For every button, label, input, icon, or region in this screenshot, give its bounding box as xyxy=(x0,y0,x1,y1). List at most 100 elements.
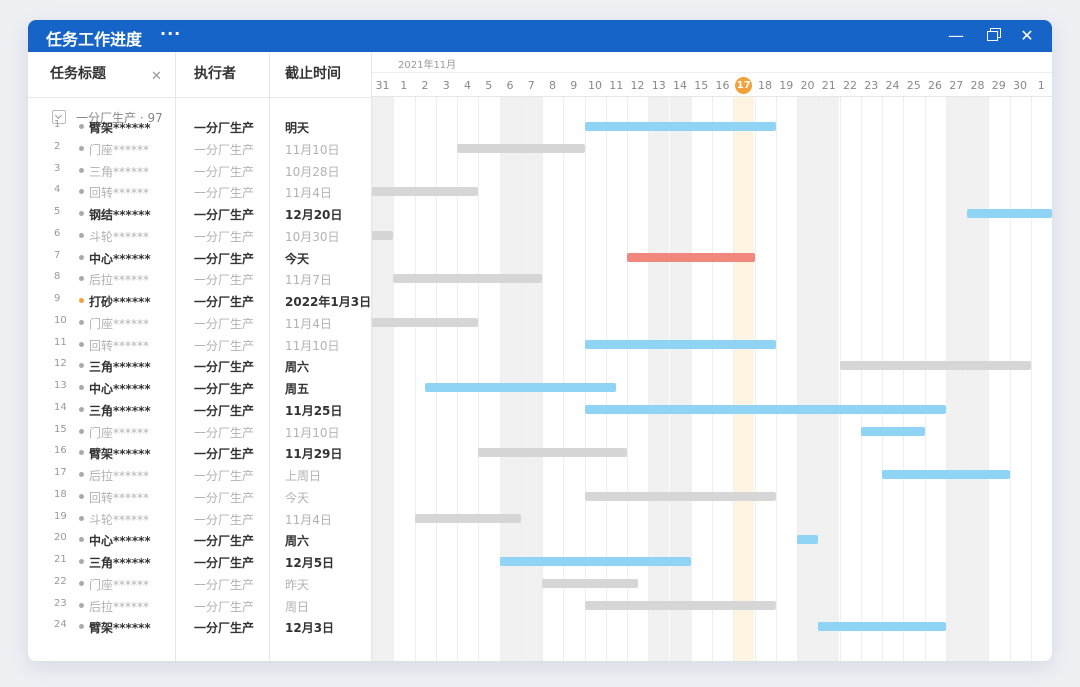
column-header-title[interactable]: 任务标题 xyxy=(50,66,106,82)
task-row[interactable]: 8 后拉****** 一分厂生产 11月7日 xyxy=(28,268,372,290)
day-label: 23 xyxy=(864,79,879,92)
column-header-assignee[interactable]: 执行者 xyxy=(194,66,236,82)
today-marker: 17 xyxy=(735,77,753,94)
task-deadline: 今天 xyxy=(285,490,310,505)
task-row[interactable]: 3 三角****** 一分厂生产 10月28日 xyxy=(28,160,372,182)
task-row[interactable]: 15 门座****** 一分厂生产 11月10日 xyxy=(28,421,372,443)
task-title[interactable]: 斗轮****** xyxy=(89,512,150,527)
task-title[interactable]: 臂架****** xyxy=(89,621,151,636)
task-row[interactable]: 9 打砂****** 一分厂生产 2022年1月3日 xyxy=(28,290,372,312)
task-status-dot xyxy=(79,145,84,151)
task-title[interactable]: 三角****** xyxy=(89,164,150,179)
task-title[interactable]: 后拉****** xyxy=(89,599,150,614)
day-column xyxy=(712,96,733,661)
task-title[interactable]: 门座****** xyxy=(89,577,150,592)
task-row[interactable]: 12 三角****** 一分厂生产 周六 xyxy=(28,355,372,377)
gantt-bar[interactable] xyxy=(372,187,479,197)
gantt-bar[interactable] xyxy=(457,143,585,153)
day-column xyxy=(882,96,903,661)
gantt-bar[interactable] xyxy=(584,404,946,414)
gantt-bar[interactable] xyxy=(478,448,627,458)
gantt-bar[interactable] xyxy=(584,339,776,349)
task-title[interactable]: 中心****** xyxy=(89,534,151,549)
task-row[interactable]: 18 回转****** 一分厂生产 今天 xyxy=(28,486,372,508)
task-row[interactable]: 6 斗轮****** 一分厂生产 10月30日 xyxy=(28,225,372,247)
task-title[interactable]: 回转****** xyxy=(89,490,150,505)
gantt-bar[interactable] xyxy=(372,230,394,240)
task-title[interactable]: 臂架****** xyxy=(89,447,151,462)
gantt-bar[interactable] xyxy=(967,209,1052,218)
day-label: 28 xyxy=(970,79,985,92)
task-title[interactable]: 门座****** xyxy=(89,142,150,157)
day-label: 10 xyxy=(588,79,602,92)
task-deadline: 12月3日 xyxy=(285,621,335,636)
gantt-bar[interactable] xyxy=(372,317,479,327)
task-title[interactable]: 斗轮****** xyxy=(89,229,150,244)
day-label: 27 xyxy=(949,79,964,92)
gantt-bar[interactable] xyxy=(839,361,1031,371)
task-title[interactable]: 中心****** xyxy=(89,251,151,266)
task-assignee: 一分厂生产 xyxy=(194,164,255,179)
task-title[interactable]: 门座****** xyxy=(89,425,150,440)
gantt-bar[interactable] xyxy=(414,513,521,523)
task-row[interactable]: 22 门座****** 一分厂生产 昨天 xyxy=(28,573,372,595)
task-row[interactable]: 14 三角****** 一分厂生产 11月25日 xyxy=(28,399,372,421)
task-row[interactable]: 24 臂架****** 一分厂生产 12月3日 xyxy=(28,616,372,638)
task-title[interactable]: 钢结****** xyxy=(89,208,151,222)
task-title[interactable]: 三角****** xyxy=(89,556,151,570)
restore-icon[interactable] xyxy=(981,25,1003,47)
task-title[interactable]: 臂架****** xyxy=(89,121,151,135)
gantt-bar[interactable] xyxy=(797,535,819,545)
gantt-bar[interactable] xyxy=(393,274,542,284)
task-title[interactable]: 三角****** xyxy=(89,360,151,375)
column-divider xyxy=(269,52,270,661)
group-collapse-checkbox[interactable] xyxy=(52,110,66,124)
task-row[interactable]: 23 后拉****** 一分厂生产 周日 xyxy=(28,595,372,617)
more-options-icon[interactable]: ··· xyxy=(160,24,182,43)
task-row[interactable]: 21 三角****** 一分厂生产 12月5日 xyxy=(28,551,372,573)
task-row-number: 11 xyxy=(54,336,67,348)
gantt-bar[interactable] xyxy=(818,622,946,632)
task-row[interactable]: 17 后拉****** 一分厂生产 上周日 xyxy=(28,464,372,486)
task-row[interactable]: 19 斗轮****** 一分厂生产 11月4日 xyxy=(28,508,372,530)
column-header-deadline[interactable]: 截止时间 xyxy=(285,66,341,82)
task-title[interactable]: 回转****** xyxy=(89,338,150,353)
task-title[interactable]: 后拉****** xyxy=(89,469,150,483)
task-row[interactable]: 2 门座****** 一分厂生产 11月10日 xyxy=(28,138,372,160)
task-assignee: 一分厂生产 xyxy=(194,316,255,331)
clear-filter-icon[interactable]: ✕ xyxy=(151,69,162,84)
task-title[interactable]: 打砂****** xyxy=(89,295,151,309)
gantt-bar[interactable] xyxy=(542,578,638,588)
task-title[interactable]: 后拉****** xyxy=(89,273,150,288)
task-row[interactable]: 1 臂架****** 一分厂生产 明天 xyxy=(28,116,372,138)
task-assignee: 一分厂生产 xyxy=(194,469,255,483)
task-row[interactable]: 16 臂架****** 一分厂生产 11月29日 xyxy=(28,442,372,464)
task-row[interactable]: 10 门座****** 一分厂生产 11月4日 xyxy=(28,312,372,334)
task-row-number: 24 xyxy=(54,619,67,631)
task-row[interactable]: 7 中心****** 一分厂生产 今天 xyxy=(28,247,372,269)
gantt-bar[interactable] xyxy=(499,557,691,566)
gantt-bar[interactable] xyxy=(584,491,776,501)
day-column xyxy=(775,96,797,661)
task-row[interactable]: 11 回转****** 一分厂生产 11月10日 xyxy=(28,334,372,356)
task-row[interactable]: 5 钢结****** 一分厂生产 12月20日 xyxy=(28,203,372,225)
task-title[interactable]: 三角****** xyxy=(89,403,151,418)
task-title[interactable]: 门座****** xyxy=(89,316,150,331)
group-row[interactable]: 一分厂生产 · 97 xyxy=(28,107,372,127)
gantt-bar[interactable] xyxy=(584,122,776,131)
day-column xyxy=(499,96,521,661)
task-row[interactable]: 20 中心****** 一分厂生产 周六 xyxy=(28,529,372,551)
minimize-icon[interactable]: — xyxy=(948,26,964,45)
gantt-bar[interactable] xyxy=(860,426,925,436)
day-label: 18 xyxy=(758,79,772,92)
gantt-bar[interactable] xyxy=(627,252,755,262)
task-row[interactable]: 13 中心****** 一分厂生产 周五 xyxy=(28,377,372,399)
gantt-bar[interactable] xyxy=(584,600,776,610)
task-title[interactable]: 回转****** xyxy=(89,186,150,201)
task-deadline: 11月29日 xyxy=(285,447,343,462)
gantt-bar[interactable] xyxy=(425,383,617,392)
task-row[interactable]: 4 回转****** 一分厂生产 11月4日 xyxy=(28,181,372,203)
close-icon[interactable]: ✕ xyxy=(1020,26,1034,45)
gantt-bar[interactable] xyxy=(882,470,1010,479)
task-title[interactable]: 中心****** xyxy=(89,382,151,396)
